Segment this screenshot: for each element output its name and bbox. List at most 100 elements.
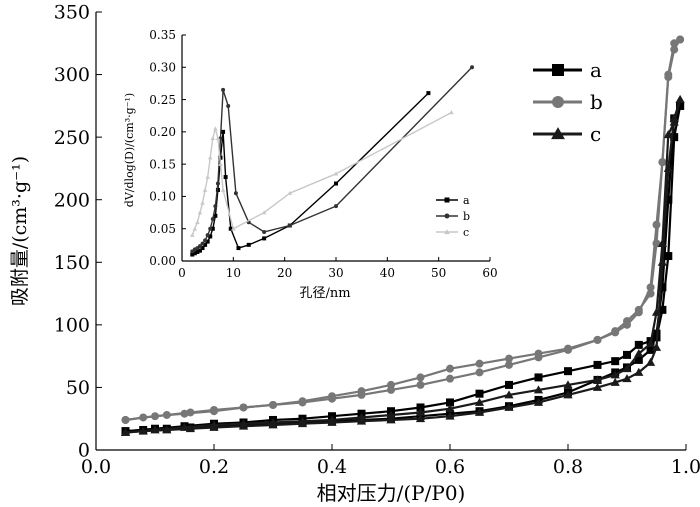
y-tick-label: 0.10 [149,190,176,204]
inset-point-c [205,174,210,179]
main-legend: abc [533,58,603,146]
inset-point-a [190,252,195,257]
inset-legend-label-c: c [463,226,469,239]
data-point-a [593,360,602,369]
main-y-ticks: 0 50 100 150 200 250 300 350 [54,2,102,462]
inset-line-a [191,92,429,256]
y-tick-label: 150 [54,252,90,274]
data-point-c [445,411,455,420]
inset-legend-label-a: a [463,194,470,207]
data-point-b [593,335,602,344]
main-chart: 0.0 0.2 0.4 0.6 0.8 1.0 050100150200250300350… [9,2,700,505]
inset-point-b [200,241,205,246]
data-point-c [592,382,603,391]
x-tick-label: 0.6 [435,456,465,478]
inset-point-c [192,226,198,231]
inset-point-b [210,217,215,222]
data-point-c [356,412,367,421]
data-point-c [533,385,544,394]
data-point-c [663,130,673,139]
inset-point-b [213,204,218,209]
inset-point-a [203,242,208,247]
inset-series-c [189,110,454,237]
inset-point-b [470,65,475,70]
data-point-b [151,412,159,421]
inset-point-b [233,191,238,196]
y-tick-label: 200 [54,189,90,211]
inset-point-b [208,226,213,231]
inset-point-c [287,190,293,195]
y-tick-label: 250 [54,127,90,149]
inset-point-c [213,126,218,131]
inset-point-c [207,155,213,160]
data-point-b [564,344,572,353]
data-point-b [505,354,513,363]
data-point-c [634,367,644,376]
inset-point-a [205,239,210,244]
inset-point-b [205,233,210,238]
inset-legend-label-b: b [463,210,470,223]
data-point-a [670,133,679,142]
inset-point-a [200,246,205,251]
data-point-c [610,370,620,379]
data-point-b [676,35,685,44]
inset-point-b [287,223,292,228]
inset-point-a [262,236,267,241]
y-tick-label: 0.30 [149,60,176,74]
inset-point-a [195,249,200,254]
data-point-b [634,308,643,317]
desorption-line-c [125,99,682,434]
inset-legend: abc [436,194,470,239]
data-point-b [239,403,248,412]
y-tick-label: 350 [54,2,90,24]
data-point-b [475,359,484,368]
data-point-c [663,163,673,172]
inset-point-b [226,104,231,109]
x-tick-label: 0.4 [317,456,347,478]
inset-point-a [228,226,233,231]
inset-series-a [190,91,431,257]
inset-x-ticks: 0 10 20 30 40 50 60 [178,257,498,280]
inset-point-b [203,238,208,243]
data-point-a [646,345,655,354]
data-point-c [651,342,662,351]
main-x-ticks: 0.0 0.2 0.4 0.6 0.8 1.0 [81,444,700,478]
data-point-a [634,340,643,349]
data-point-b [670,39,679,48]
legend-marker-b [552,96,564,108]
inset-y-axis-label: dV/dlog(D)/(cm³·g⁻¹) [123,93,136,207]
inset-point-a [215,187,220,192]
inset-point-a [334,181,338,186]
data-point-b [658,158,667,167]
data-point-b [652,220,661,229]
data-point-a [623,350,631,359]
data-point-a [505,380,513,389]
data-point-b [446,364,454,373]
data-point-b [210,407,218,416]
inset-point-a [210,226,215,231]
data-point-c [669,117,679,126]
y-tick-label: 0.35 [149,28,176,42]
data-point-b [269,400,277,409]
data-point-a [664,195,673,204]
legend-label-a: a [590,58,602,82]
data-point-b [328,392,336,401]
data-point-b [670,45,679,54]
inset-y-ticks: 0.00 0.05 0.10 0.15 0.20 0.25 0.30 0.35 [149,28,186,268]
data-point-c [209,420,219,429]
x-tick-label: 0.0 [81,456,111,478]
x-tick-label: 10 [226,266,241,280]
inset-line-c [191,111,452,236]
inset-point-a [213,213,218,218]
inset-point-c [449,110,454,115]
data-point-b [664,73,673,82]
inset-series [189,65,475,257]
data-point-b [357,387,366,396]
data-point-c [657,238,667,247]
data-point-a [611,357,620,366]
inset-point-c [197,210,203,215]
x-tick-label: 30 [328,266,343,280]
data-point-b [534,349,543,358]
data-point-a [664,252,673,261]
data-point-b [121,415,130,424]
